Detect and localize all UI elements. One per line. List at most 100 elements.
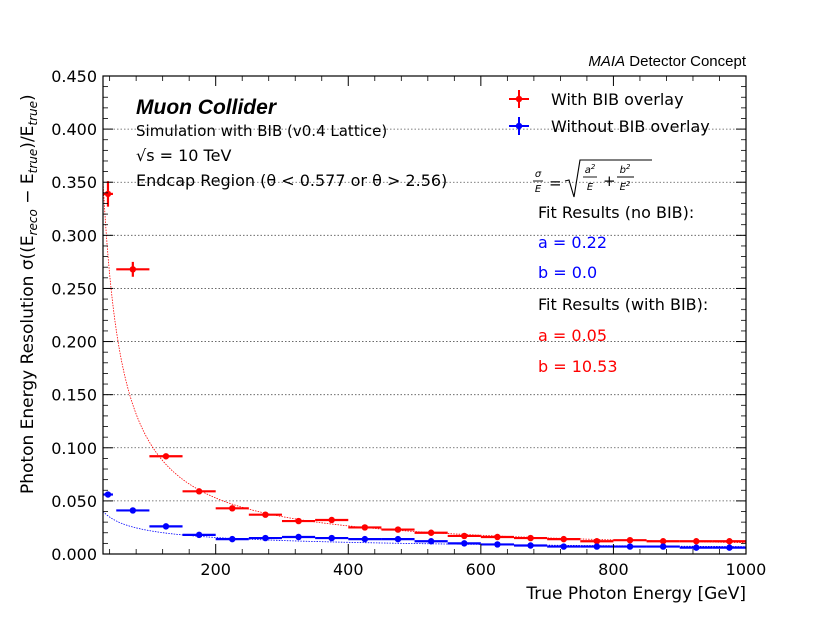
data-point-without-bib — [613, 543, 647, 550]
x-tick-label: 200 — [200, 560, 231, 579]
data-marker — [494, 533, 501, 541]
y-tick-label: 0.350 — [51, 173, 97, 192]
y-tick-label: 0.100 — [51, 439, 97, 458]
data-marker — [659, 538, 667, 545]
x-tick-label: 1000 — [726, 560, 767, 579]
data-marker — [328, 516, 335, 524]
fit-b-no-bib: b = 0.0 — [538, 263, 597, 282]
data-point-with-bib — [315, 516, 349, 524]
region-label: Endcap Region (θ < 0.577 or θ > 2.56) — [136, 171, 447, 190]
data-point-with-bib — [547, 535, 581, 543]
svg-text:E: E — [535, 184, 542, 195]
data-points — [103, 181, 746, 551]
y-tick-label: 0.300 — [51, 226, 97, 245]
fit-results-header-no-bib: Fit Results (no BIB): — [538, 203, 694, 222]
data-point-with-bib — [248, 511, 282, 518]
data-point-without-bib — [315, 534, 349, 542]
data-point-with-bib — [215, 505, 249, 512]
data-point-with-bib — [116, 261, 150, 277]
data-marker — [361, 524, 369, 531]
data-marker — [427, 538, 435, 545]
data-point-with-bib — [281, 517, 316, 525]
data-point-with-bib — [646, 538, 680, 545]
data-marker — [560, 543, 567, 550]
data-marker — [295, 517, 302, 525]
y-tick-label: 0.000 — [51, 545, 97, 564]
data-marker — [229, 535, 236, 543]
y-axis-title: Photon Energy Resolution σ((Ereco − Etru… — [18, 94, 40, 494]
data-point-with-bib — [712, 538, 746, 545]
fit-results-header-with-bib: Fit Results (with BIB): — [538, 295, 708, 314]
data-marker — [104, 190, 112, 198]
data-point-without-bib — [646, 543, 680, 550]
data-marker — [229, 505, 236, 512]
data-marker — [494, 541, 501, 548]
data-marker — [693, 544, 700, 551]
legend-marker-without-bib — [509, 117, 529, 135]
x-tick-labels: 200 400 600 800 1000 — [200, 560, 766, 579]
y-tick-label: 0.450 — [51, 67, 97, 86]
data-point-without-bib — [149, 523, 183, 530]
data-point-with-bib — [679, 538, 713, 545]
data-marker — [129, 507, 137, 514]
y-tick-label: 0.400 — [51, 120, 97, 139]
svg-text:E: E — [587, 182, 594, 193]
data-marker — [162, 453, 170, 460]
data-marker — [626, 543, 634, 550]
data-point-with-bib — [613, 536, 647, 544]
simulation-label: Simulation with BIB (v0.4 Lattice) — [136, 122, 387, 140]
data-point-with-bib — [182, 488, 216, 495]
data-marker — [104, 491, 112, 498]
data-marker — [129, 266, 137, 273]
fit-a-no-bib: a = 0.22 — [538, 233, 607, 252]
data-point-with-bib — [149, 453, 183, 460]
data-point-without-bib — [381, 535, 415, 543]
x-tick-label: 600 — [466, 560, 497, 579]
data-marker — [461, 540, 468, 547]
data-point-with-bib — [414, 529, 448, 536]
fit-formula: σ E = a2 E + b2 E2 — [533, 159, 652, 198]
data-point-without-bib — [679, 544, 713, 551]
data-marker — [693, 538, 700, 545]
legend-label-without-bib: Without BIB overlay — [551, 117, 710, 136]
data-point-with-bib — [480, 533, 514, 541]
fit-b-with-bib: b = 10.53 — [538, 357, 618, 376]
data-point-with-bib — [580, 538, 614, 545]
y-tick-label: 0.050 — [51, 492, 97, 511]
data-point-without-bib — [103, 491, 113, 498]
data-marker — [195, 531, 203, 539]
data-marker — [394, 535, 402, 543]
data-point-without-bib — [215, 535, 249, 543]
data-point-without-bib — [414, 538, 448, 545]
detector-label: MAIA Detector Concept — [588, 53, 746, 70]
data-marker — [427, 529, 435, 536]
data-marker — [162, 523, 170, 530]
y-tick-label: 0.250 — [51, 279, 97, 298]
data-point-with-bib — [513, 534, 548, 542]
data-marker — [262, 534, 269, 542]
data-point-without-bib — [580, 543, 614, 550]
data-marker — [527, 534, 534, 542]
data-marker — [461, 532, 468, 540]
data-point-with-bib — [381, 526, 415, 533]
data-marker — [328, 534, 335, 542]
data-point-without-bib — [348, 535, 382, 543]
data-point-without-bib — [182, 531, 216, 539]
plot-frame — [102, 75, 747, 555]
svg-text:a2: a2 — [585, 163, 596, 176]
legend-marker-with-bib — [509, 90, 529, 108]
data-point-with-bib — [447, 532, 481, 540]
data-marker — [262, 511, 269, 518]
svg-text:E2: E2 — [620, 180, 631, 193]
legend-label-with-bib: With BIB overlay — [551, 90, 684, 109]
data-point-without-bib — [480, 541, 514, 548]
data-marker — [394, 526, 402, 533]
data-point-without-bib — [547, 543, 581, 550]
data-point-with-bib — [103, 181, 113, 207]
data-marker — [726, 538, 733, 545]
data-marker — [361, 535, 369, 543]
data-point-without-bib — [447, 540, 481, 547]
data-marker — [626, 536, 634, 544]
data-marker — [593, 538, 601, 545]
